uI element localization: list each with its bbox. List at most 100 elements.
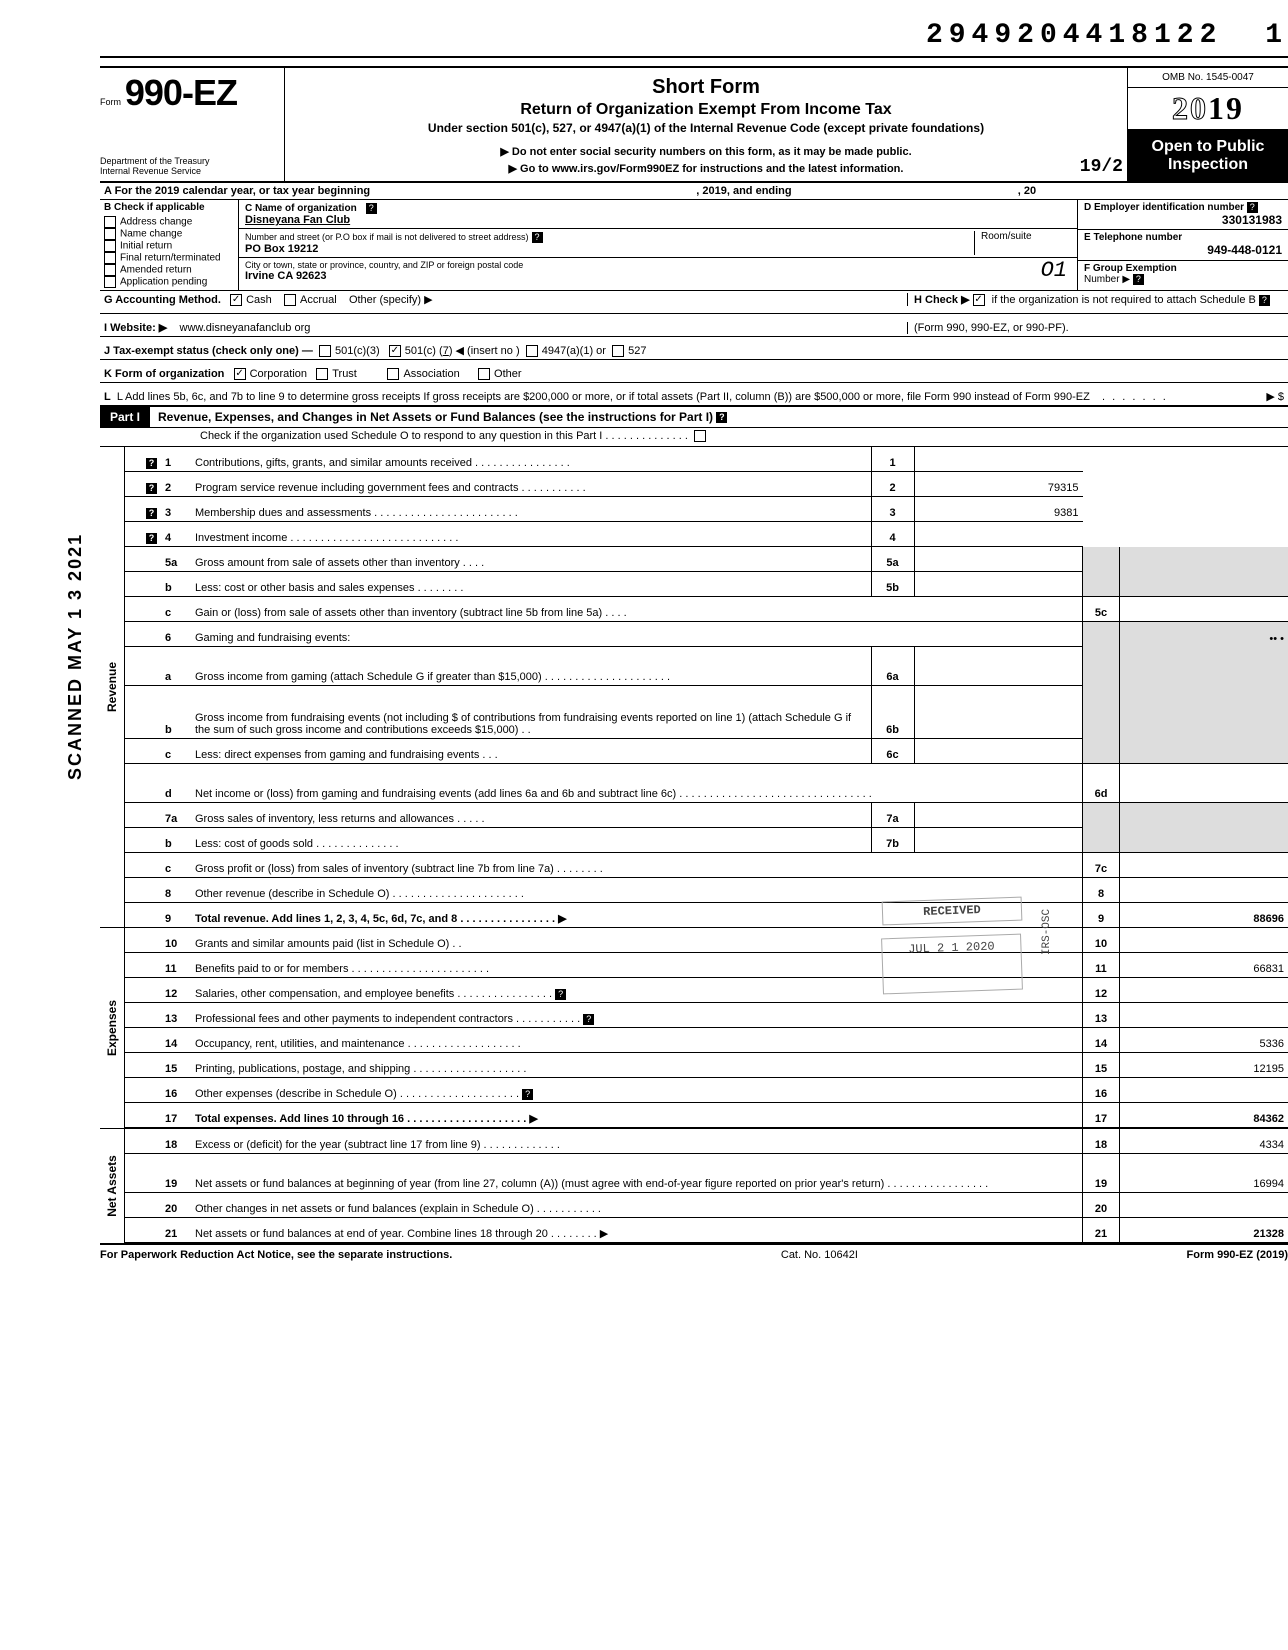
help-icon <box>146 483 157 494</box>
chk-527[interactable] <box>612 345 624 357</box>
phone: 949-448-0121 <box>1084 243 1282 257</box>
hand-initials: 19/2 <box>1080 157 1123 177</box>
help-icon <box>716 412 727 423</box>
amt-21: 21328 <box>1120 1218 1288 1243</box>
org-city: Irvine CA 92623 <box>245 270 1071 282</box>
form-number: Form 990-EZ <box>100 72 280 114</box>
part-1-sub: Check if the organization used Schedule … <box>100 428 1288 447</box>
table-row: cGross profit or (loss) from sales of in… <box>125 853 1288 878</box>
table-row: 7aGross sales of inventory, less returns… <box>125 803 1288 828</box>
table-row: 12Salaries, other compensation, and empl… <box>125 978 1288 1003</box>
table-row: dNet income or (loss) from gaming and fu… <box>125 764 1288 803</box>
help-icon <box>146 533 157 544</box>
header-left: Form 990-EZ Department of the Treasury I… <box>100 68 285 181</box>
chk-501c3[interactable] <box>319 345 331 357</box>
amt-12 <box>1120 978 1288 1003</box>
omb-number: OMB No. 1545-0047 <box>1128 68 1288 88</box>
col-def: D Employer identification number 3301319… <box>1078 200 1288 290</box>
chk-h[interactable] <box>973 294 985 306</box>
page: 2949204418122 1 SCANNED MAY 1 3 2021 For… <box>100 30 1288 1261</box>
cat-no: Cat. No. 10642I <box>781 1249 858 1261</box>
form-ref: Form 990-EZ (2019) <box>1187 1249 1288 1261</box>
revenue-vlabel: Revenue <box>100 447 124 927</box>
chk-501c[interactable] <box>389 345 401 357</box>
table-row: 11Benefits paid to or for members . . . … <box>125 953 1288 978</box>
net-assets-vlabel: Net Assets <box>100 1129 124 1243</box>
net-assets-block: Net Assets 18Excess or (deficit) for the… <box>100 1129 1288 1245</box>
room-suite: Room/suite <box>974 231 1071 255</box>
table-row: 15Printing, publications, postage, and s… <box>125 1053 1288 1078</box>
return-subtitle: Return of Organization Exempt From Incom… <box>295 101 1117 119</box>
line-k: K Form of organization Corporation Trust… <box>100 360 1288 383</box>
dept: Department of the Treasury Internal Reve… <box>100 157 280 177</box>
amt-8 <box>1120 878 1288 903</box>
received-date-stamp: JUL 2 1 2020 <box>881 934 1023 995</box>
help-icon <box>366 203 377 214</box>
amt-11: 66831 <box>1120 953 1288 978</box>
tax-year: 2019 <box>1128 88 1288 130</box>
help-icon <box>532 232 543 243</box>
table-row: 14Occupancy, rent, utilities, and mainte… <box>125 1028 1288 1053</box>
website: www.disneyanafanclub org <box>180 322 311 334</box>
line-g-h: G Accounting Method. Cash Accrual Other … <box>100 291 1288 314</box>
chk-other-org[interactable] <box>478 368 490 380</box>
ein: 330131983 <box>1084 213 1282 227</box>
header-mid: Short Form Return of Organization Exempt… <box>285 68 1127 181</box>
table-row: 3Membership dues and assessments . . . .… <box>125 497 1288 522</box>
help-icon <box>555 989 566 1000</box>
chk-pending[interactable] <box>104 276 116 288</box>
help-icon <box>1259 295 1270 306</box>
table-row: 10 Grants and similar amounts paid (list… <box>125 928 1288 953</box>
part-1-label: Part I <box>100 407 150 427</box>
amt-15: 12195 <box>1120 1053 1288 1078</box>
table-row: 21Net assets or fund balances at end of … <box>125 1218 1288 1243</box>
table-row: aGross income from gaming (attach Schedu… <box>125 647 1288 686</box>
chk-corp[interactable] <box>234 368 246 380</box>
help-icon <box>146 508 157 519</box>
table-row: 6Gaming and fundraising events:•• • <box>125 622 1288 647</box>
col-b-checkboxes: B Check if applicable Address change Nam… <box>100 200 239 290</box>
amt-16 <box>1120 1078 1288 1103</box>
chk-sched-o-p1[interactable] <box>694 430 706 442</box>
chk-initial[interactable] <box>104 240 116 252</box>
table-row: 2Program service revenue including gover… <box>125 472 1288 497</box>
help-icon <box>583 1014 594 1025</box>
received-stamp: RECEIVED <box>882 897 1023 926</box>
table-row: 19Net assets or fund balances at beginni… <box>125 1154 1288 1193</box>
chk-amended[interactable] <box>104 264 116 276</box>
chk-accrual[interactable] <box>284 294 296 306</box>
help-icon <box>522 1089 533 1100</box>
chk-address[interactable] <box>104 216 116 228</box>
amt-4 <box>914 522 1083 547</box>
expenses-block: Expenses 10 Grants and similar amounts p… <box>100 928 1288 1129</box>
amt-7c <box>1120 853 1288 878</box>
footer: For Paperwork Reduction Act Notice, see … <box>100 1245 1288 1261</box>
amt-14: 5336 <box>1120 1028 1288 1053</box>
chk-4947[interactable] <box>526 345 538 357</box>
row-init-right: •• • <box>1120 622 1288 647</box>
amt-3: 9381 <box>914 497 1083 522</box>
ssn-note: ▶ Do not enter social security numbers o… <box>295 145 1117 158</box>
table-row: 13Professional fees and other payments t… <box>125 1003 1288 1028</box>
paperwork-notice: For Paperwork Reduction Act Notice, see … <box>100 1249 452 1261</box>
form-header: Form 990-EZ Department of the Treasury I… <box>100 66 1288 183</box>
chk-cash[interactable] <box>230 294 242 306</box>
dln-suffix: 1 <box>1265 20 1288 51</box>
dln-number: 2949204418122 <box>926 20 1222 51</box>
revenue-table: 1Contributions, gifts, grants, and simil… <box>125 447 1288 927</box>
amt-9: 88696 <box>1120 903 1288 928</box>
chk-trust[interactable] <box>316 368 328 380</box>
chk-name[interactable] <box>104 228 116 240</box>
scanned-stamp: SCANNED MAY 1 3 2021 <box>65 533 86 780</box>
amt-10 <box>1120 928 1288 953</box>
amt-18: 4334 <box>1120 1129 1288 1154</box>
chk-assoc[interactable] <box>387 368 399 380</box>
amt-19: 16994 <box>1120 1154 1288 1193</box>
revenue-block: Revenue 1Contributions, gifts, grants, a… <box>100 447 1288 928</box>
chk-final[interactable] <box>104 252 116 264</box>
table-row: 17Total expenses. Add lines 10 through 1… <box>125 1103 1288 1128</box>
part-1-title: Revenue, Expenses, and Changes in Net As… <box>150 407 1288 427</box>
dln: 2949204418122 1 <box>926 20 1288 51</box>
line-i: I Website: ▶ www.disneyanafanclub org (F… <box>100 314 1288 337</box>
irs-osc-stamp: IRS-OSC <box>1037 905 1057 959</box>
